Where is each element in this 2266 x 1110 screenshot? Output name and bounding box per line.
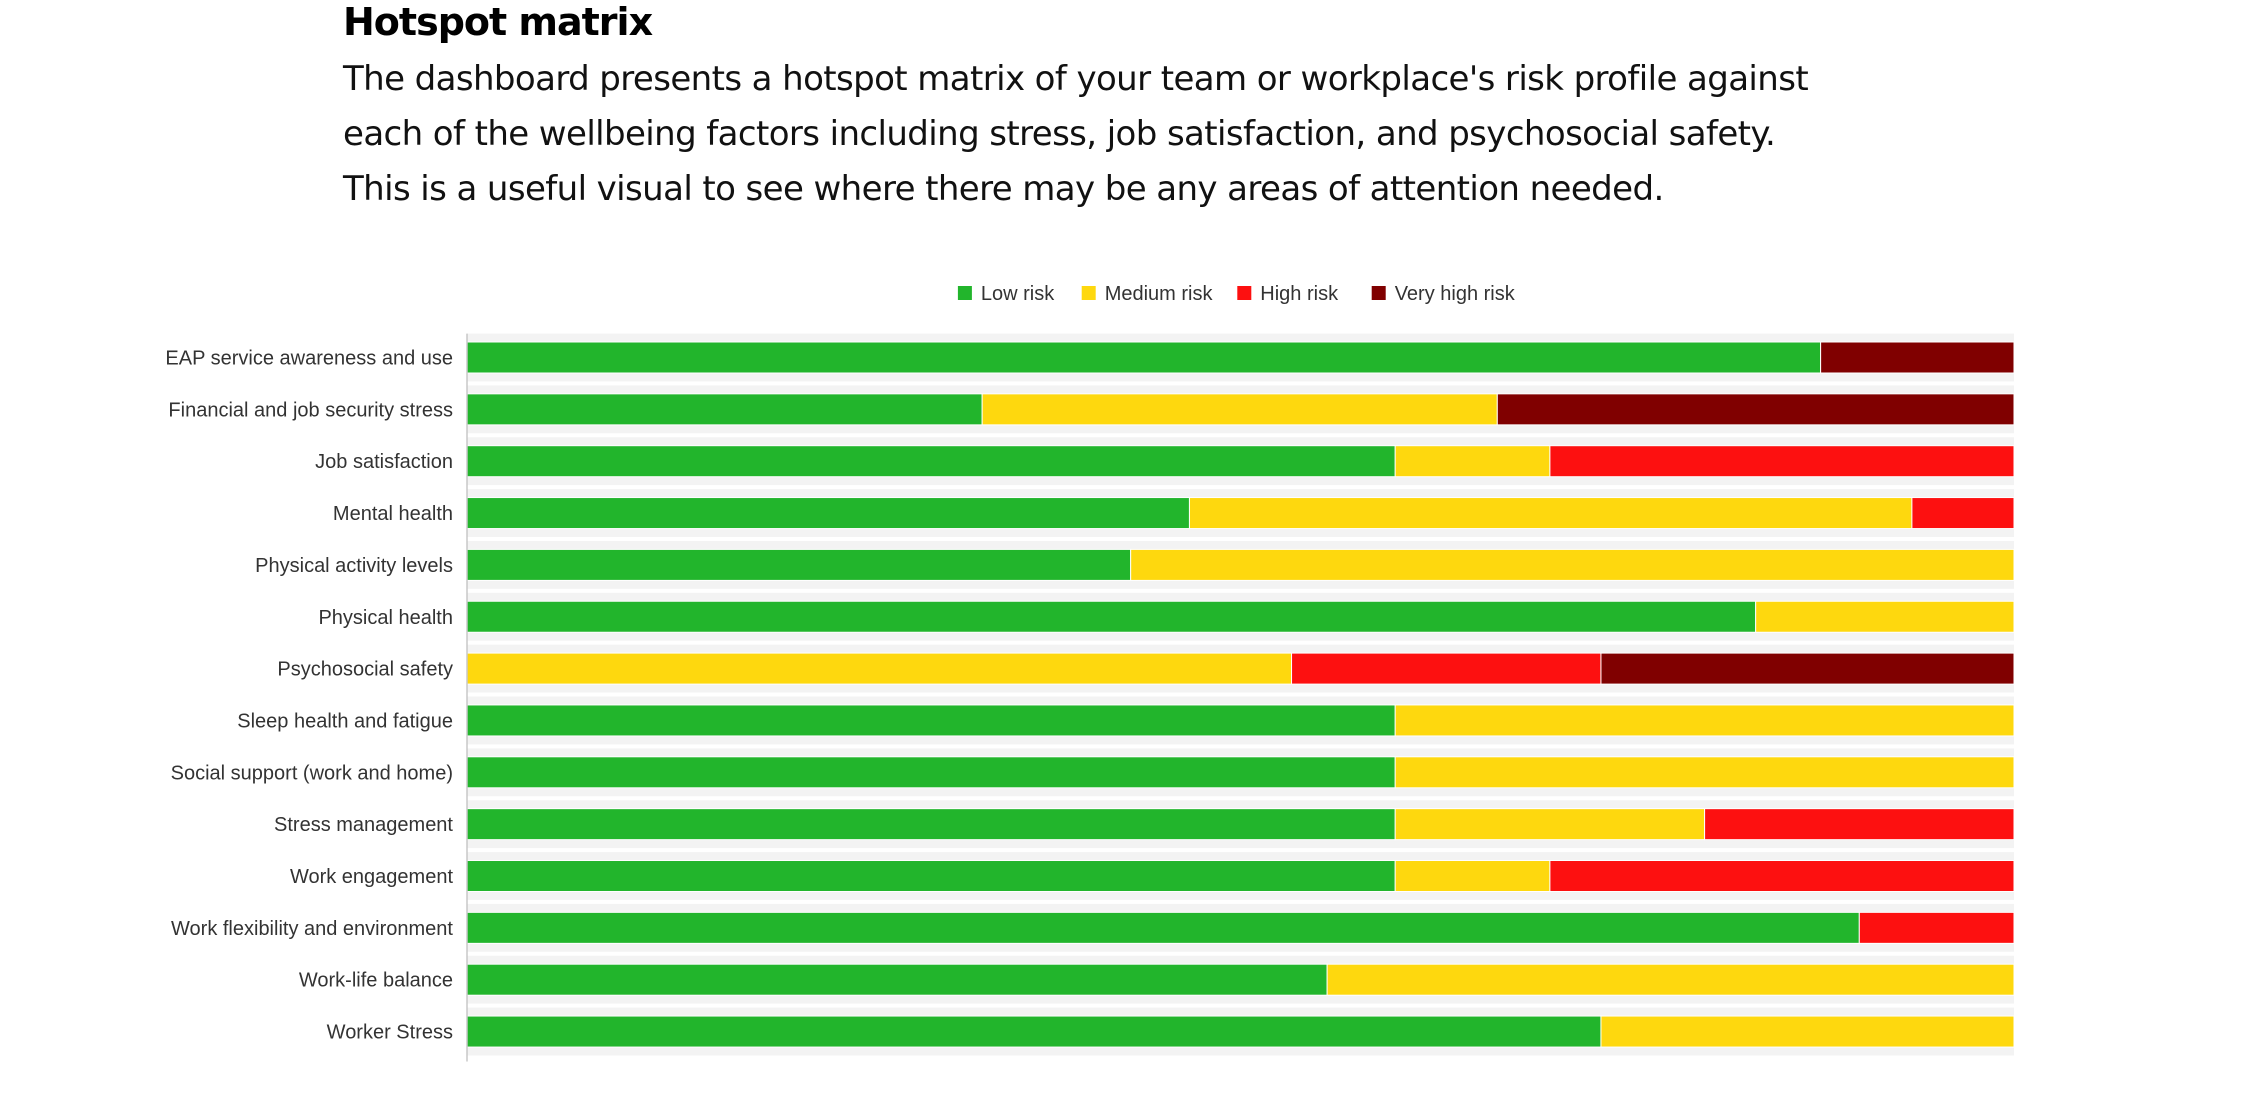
bar-financial-and-job-security-stress-very-high-risk[interactable] bbox=[1496, 393, 2015, 426]
category-label-social-support-work-and-home: Social support (work and home) bbox=[171, 762, 453, 784]
bar-work-engagement-high-risk[interactable] bbox=[1549, 860, 2015, 892]
chart-legend: Low risk Medium risk High risk Very high ri… bbox=[957, 283, 1516, 305]
bar-worker-stress-low-risk[interactable] bbox=[466, 1015, 1602, 1048]
legend-item-high-risk[interactable]: High risk bbox=[1237, 283, 1339, 305]
bar-mental-health-low-risk[interactable] bbox=[466, 497, 1190, 530]
category-labels: EAP service awareness and use Financial a… bbox=[165, 348, 453, 1044]
category-label-sleep-health-and-fatigue: Sleep health and fatigue bbox=[237, 710, 453, 732]
legend-swatch-very-high-risk bbox=[1371, 286, 1386, 300]
category-label-mental-health: Mental health bbox=[333, 503, 453, 525]
page-title: Hotspot matrix bbox=[343, 0, 653, 44]
category-label-job-satisfaction: Job satisfaction bbox=[315, 451, 453, 473]
bar-stress-management-medium-risk[interactable] bbox=[1394, 808, 1706, 841]
bar-work-life-balance-low-risk[interactable] bbox=[466, 963, 1328, 996]
bar-work-flexibility-and-environment-low-risk[interactable] bbox=[466, 911, 1860, 944]
category-label-stress-management: Stress management bbox=[274, 814, 453, 836]
bar-area bbox=[466, 341, 2015, 1048]
legend-swatch-high-risk bbox=[1237, 286, 1252, 300]
bar-psychosocial-safety-high-risk[interactable] bbox=[1291, 652, 1602, 685]
bar-financial-and-job-security-stress-low-risk[interactable] bbox=[466, 393, 983, 426]
legend-swatch-medium-risk bbox=[1081, 286, 1096, 300]
category-label-financial-and-job-security-stress: Financial and job security stress bbox=[168, 399, 453, 421]
category-label-work-life-balance: Work-life balance bbox=[299, 970, 453, 992]
bar-physical-health-medium-risk[interactable] bbox=[1755, 600, 2015, 633]
bar-sleep-health-and-fatigue-medium-risk[interactable] bbox=[1394, 704, 2015, 737]
bar-mental-health-high-risk[interactable] bbox=[1911, 497, 2015, 530]
bar-eap-service-awareness-and-use-low-risk[interactable] bbox=[466, 341, 1822, 374]
category-label-eap-service-awareness-and-use: EAP service awareness and use bbox=[165, 348, 453, 370]
bar-physical-health-low-risk[interactable] bbox=[466, 600, 1757, 633]
bar-work-flexibility-and-environment-high-risk[interactable] bbox=[1858, 911, 2015, 944]
bar-financial-and-job-security-stress-medium-risk[interactable] bbox=[981, 393, 1498, 426]
category-label-physical-activity-levels: Physical activity levels bbox=[255, 555, 453, 577]
bar-psychosocial-safety-very-high-risk[interactable] bbox=[1600, 652, 2015, 685]
row-bands bbox=[467, 333, 2014, 1056]
bar-psychosocial-safety-medium-risk[interactable] bbox=[466, 652, 1293, 685]
category-label-physical-health: Physical health bbox=[318, 607, 453, 629]
bar-eap-service-awareness-and-use-very-high-risk[interactable] bbox=[1820, 341, 2015, 374]
category-label-work-flexibility-and-environment: Work flexibility and environment bbox=[171, 918, 453, 940]
bar-physical-activity-levels-medium-risk[interactable] bbox=[1130, 548, 2015, 581]
bar-mental-health-medium-risk[interactable] bbox=[1188, 497, 1913, 530]
legend-item-low-risk[interactable]: Low risk bbox=[957, 283, 1055, 305]
legend-label-medium-risk: Medium risk bbox=[1105, 283, 1214, 305]
bar-job-satisfaction-medium-risk[interactable] bbox=[1394, 445, 1551, 478]
bar-job-satisfaction-high-risk[interactable] bbox=[1549, 445, 2015, 478]
page-description: The dashboard presents a hotspot matrix … bbox=[343, 59, 1809, 209]
bar-work-life-balance-medium-risk[interactable] bbox=[1326, 963, 2015, 996]
bar-social-support-work-and-home-medium-risk[interactable] bbox=[1394, 756, 2015, 789]
legend-label-high-risk: High risk bbox=[1260, 283, 1339, 305]
legend-label-low-risk: Low risk bbox=[981, 283, 1055, 305]
bar-stress-management-low-risk[interactable] bbox=[466, 808, 1396, 841]
bar-job-satisfaction-low-risk[interactable] bbox=[466, 445, 1396, 478]
bar-stress-management-high-risk[interactable] bbox=[1704, 808, 2015, 841]
bar-worker-stress-medium-risk[interactable] bbox=[1600, 1015, 2015, 1048]
bar-sleep-health-and-fatigue-low-risk[interactable] bbox=[466, 704, 1396, 737]
category-label-worker-stress: Worker Stress bbox=[327, 1022, 453, 1044]
bar-work-engagement-low-risk[interactable] bbox=[466, 860, 1396, 892]
bar-social-support-work-and-home-low-risk[interactable] bbox=[466, 756, 1396, 789]
legend-item-very-high-risk[interactable]: Very high risk bbox=[1371, 283, 1516, 305]
legend-item-medium-risk[interactable]: Medium risk bbox=[1081, 283, 1214, 305]
category-label-psychosocial-safety: Psychosocial safety bbox=[277, 659, 453, 681]
category-label-work-engagement: Work engagement bbox=[290, 866, 454, 888]
bar-work-engagement-medium-risk[interactable] bbox=[1394, 860, 1551, 892]
legend-label-very-high-risk: Very high risk bbox=[1395, 283, 1516, 305]
legend-swatch-low-risk bbox=[957, 286, 972, 300]
bar-physical-activity-levels-low-risk[interactable] bbox=[466, 548, 1132, 581]
